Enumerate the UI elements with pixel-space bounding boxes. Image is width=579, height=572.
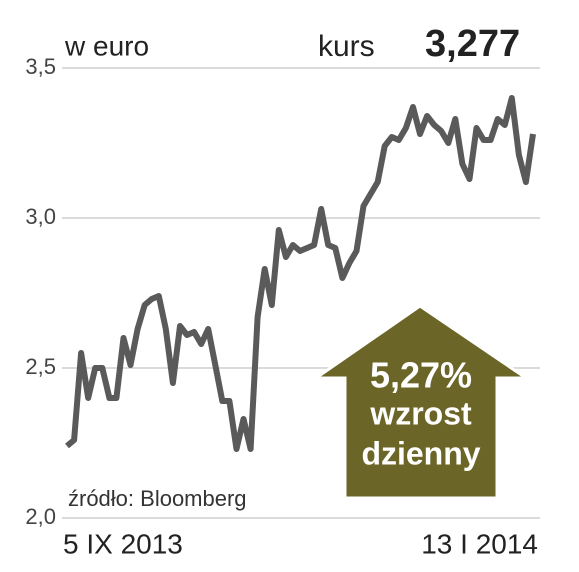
y-tick-label: 2,5 bbox=[25, 354, 56, 379]
unit-label: w euro bbox=[64, 30, 149, 61]
change-text: dzienny bbox=[361, 435, 480, 471]
change-arrow bbox=[311, 304, 531, 500]
price-label: kurs bbox=[318, 30, 375, 63]
y-tick-label: 3,5 bbox=[25, 54, 56, 79]
change-value: 5,27% bbox=[370, 355, 472, 396]
price-line bbox=[65, 95, 536, 452]
y-tick-label: 2,0 bbox=[25, 504, 56, 529]
last-price: 3,277 bbox=[425, 23, 520, 65]
source: źródło: Bloomberg bbox=[68, 486, 247, 511]
x-tick-label: 13 I 2014 bbox=[421, 528, 538, 559]
y-tick-label: 3,0 bbox=[25, 204, 56, 229]
change-text: wzrost bbox=[369, 395, 472, 431]
x-tick-label: 5 IX 2013 bbox=[63, 528, 183, 559]
